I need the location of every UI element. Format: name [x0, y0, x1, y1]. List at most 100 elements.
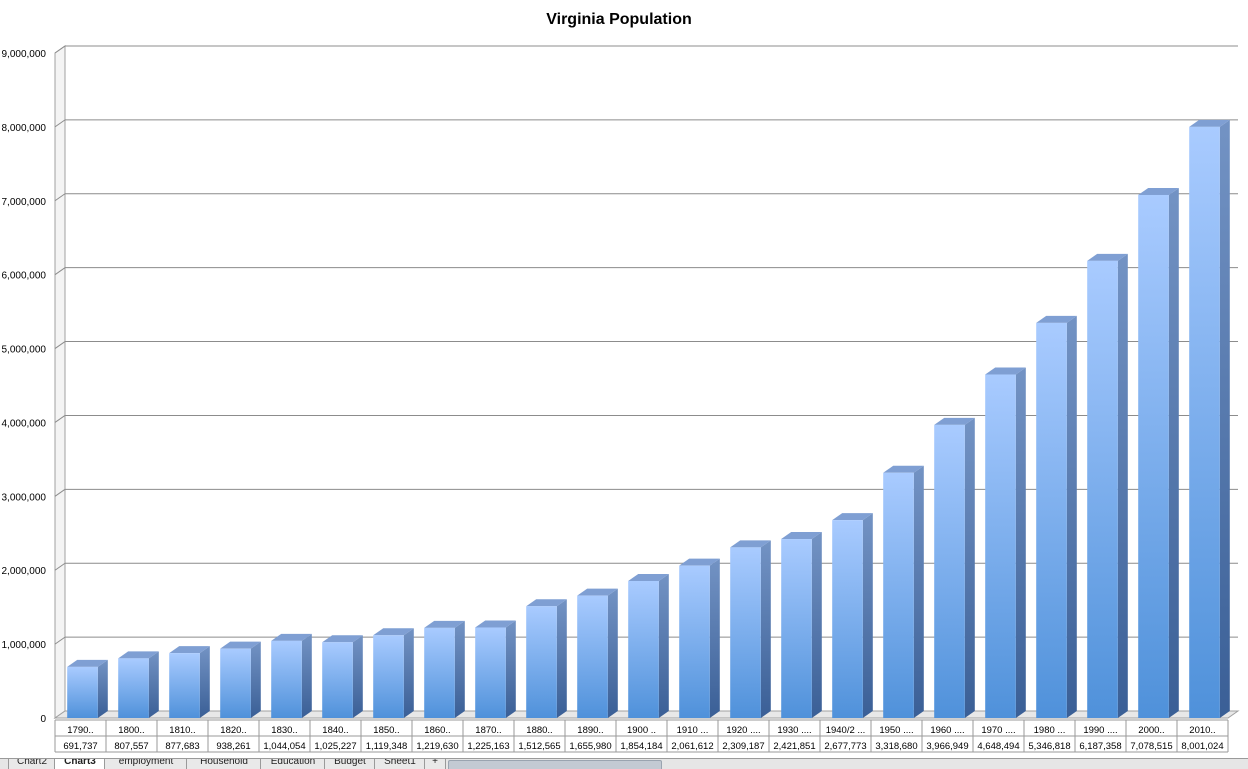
bar-top [271, 633, 312, 641]
x-category-label: 1850.. [373, 725, 399, 736]
bar-top [679, 558, 720, 566]
bar-top [424, 620, 465, 628]
bar [628, 573, 669, 718]
bar-top [1087, 253, 1128, 261]
bar-top [67, 659, 108, 667]
sheet-tab-household[interactable]: Household [186, 759, 262, 769]
bar-side [1117, 253, 1128, 718]
bar-top [1189, 119, 1230, 127]
gridline-side [54, 415, 66, 423]
data-value-label: 1,655,980 [569, 741, 611, 752]
bar-top [1138, 187, 1179, 195]
bar-front [424, 627, 455, 718]
sheet-tab-education[interactable]: Education [260, 759, 326, 769]
sheet-tab-chart3[interactable]: Chart3 [54, 759, 106, 769]
bar [1189, 119, 1230, 718]
bar [322, 635, 363, 718]
y-tick-label: 5,000,000 [2, 345, 47, 356]
x-category-label: 1990 .... [1083, 725, 1117, 736]
bar-side [964, 417, 975, 718]
bar-side [301, 633, 312, 718]
sheet-tab-sheet1[interactable]: Sheet1 [374, 759, 426, 769]
data-value-label: 3,966,949 [926, 741, 968, 752]
gridline-side [54, 562, 66, 571]
bar-top [220, 641, 261, 649]
gridline-side [54, 267, 66, 276]
bar-side [454, 620, 465, 718]
x-category-label: 1890.. [577, 725, 603, 736]
bar [373, 628, 414, 718]
x-category-label: 1930 .... [777, 725, 811, 736]
x-category-label: 1960 .... [930, 725, 964, 736]
gridline-side [54, 636, 66, 645]
data-value-label: 807,557 [114, 741, 148, 752]
y-tick-label: 8,000,000 [2, 123, 47, 134]
x-category-label: 1820.. [220, 725, 246, 736]
bar-top [832, 513, 873, 521]
x-category-label: 1940/2 ... [826, 725, 866, 736]
bar-side [1168, 187, 1179, 719]
bar [1087, 253, 1128, 718]
bar-side [1015, 367, 1026, 718]
bar-top [883, 465, 924, 473]
bar-side [607, 588, 618, 718]
bar-side [148, 651, 159, 718]
bar-side [658, 573, 669, 718]
data-value-label: 2,677,773 [824, 741, 866, 752]
bar [985, 367, 1026, 718]
data-value-label: 3,318,680 [875, 741, 917, 752]
bar [220, 641, 261, 718]
data-table: 1790.. 691,737 1800.. 807,557 1810.. 877,683 1… [54, 719, 1229, 753]
data-value-label: 691,737 [63, 741, 97, 752]
bar-front [271, 640, 302, 718]
data-value-label: 2,061,612 [671, 741, 713, 752]
bar [118, 651, 159, 718]
bar-side [811, 532, 822, 718]
gridline-side [54, 341, 66, 349]
data-value-label: 2,309,187 [722, 741, 764, 752]
x-category-label: 1810.. [169, 725, 195, 736]
bar-top [781, 532, 822, 540]
x-category-label: 1880.. [526, 725, 552, 736]
tab-scrollbar[interactable] [448, 760, 662, 769]
bar [832, 513, 873, 718]
bar [730, 540, 771, 718]
bar [424, 620, 465, 718]
data-value-label: 6,187,358 [1079, 741, 1121, 752]
y-axis: 0 1,000,000 2,000,000 3,000,000 4,000,000 5,0… [2, 49, 47, 725]
data-value-label: 877,683 [165, 741, 199, 752]
bar-side [352, 635, 363, 718]
data-value-label: 1,219,630 [416, 741, 458, 752]
x-category-label: 1900 .. [627, 725, 656, 736]
bar [679, 558, 720, 718]
bars [67, 119, 1230, 719]
x-category-label: 1980 ... [1034, 725, 1066, 736]
x-category-label: 2000.. [1138, 725, 1164, 736]
sheet-tab-employment[interactable]: employment [104, 759, 188, 769]
data-value-label: 1,025,227 [314, 741, 356, 752]
side-wall [54, 45, 66, 719]
gridline-side [54, 45, 66, 54]
y-tick-label: 4,000,000 [2, 418, 47, 429]
bar-top [322, 635, 363, 643]
add-sheet-button[interactable]: + [424, 759, 446, 769]
sheet-tab-budget[interactable]: Budget [324, 759, 376, 769]
bar-top [526, 599, 567, 607]
y-tick-label: 3,000,000 [2, 492, 47, 503]
x-category-label: 1790.. [67, 725, 93, 736]
y-tick-label: 0 [40, 714, 46, 725]
bar-side [250, 641, 261, 718]
bar [1036, 315, 1077, 718]
bar-front [934, 424, 965, 718]
bar [271, 633, 312, 718]
bar-front [628, 580, 659, 718]
bar-top [169, 646, 210, 654]
sheet-tab-bar: Chart2 Chart3 employment Household Education… [0, 758, 1248, 769]
bar-front [1138, 194, 1169, 719]
bar [577, 588, 618, 718]
data-value-label: 1,225,163 [467, 741, 509, 752]
sheet-tab-chart2[interactable]: Chart2 [8, 759, 56, 769]
bar-side [760, 540, 771, 718]
bar [1138, 187, 1179, 719]
bar-side [1066, 315, 1077, 718]
